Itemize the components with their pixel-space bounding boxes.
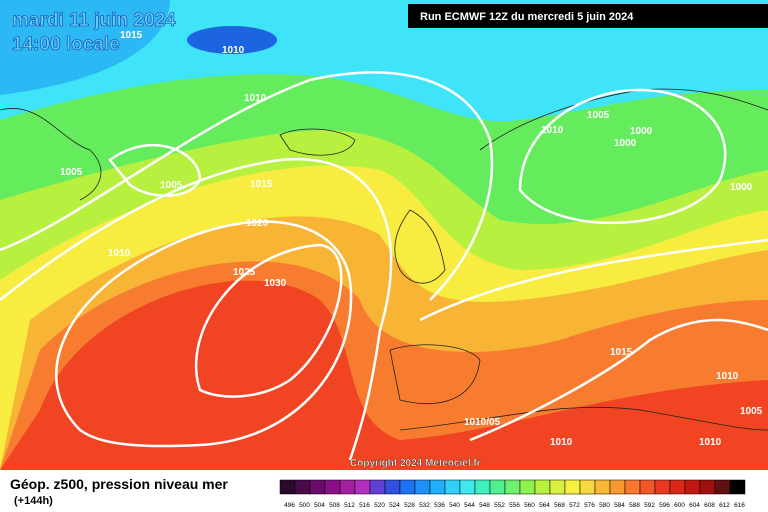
isobar-label: 1010	[541, 125, 564, 136]
isobar-label: 1020	[246, 218, 269, 229]
isobar-labels: 1015 1010 1010 1005 1005 1015 1020 1010 1025 1030…	[60, 30, 763, 448]
scale-label: 576	[584, 502, 595, 509]
scale-label: 544	[464, 502, 475, 509]
scale-label: 616	[734, 502, 745, 509]
scale-label: 588	[629, 502, 640, 509]
isobar-label: 1005	[60, 167, 83, 178]
scale-label: 560	[524, 502, 535, 509]
scale-label: 568	[554, 502, 565, 509]
lead-time: (+144h)	[14, 495, 53, 507]
color-scale: 496 500 504 508 512 516 520 524 528 532 536 540 544 5…	[279, 479, 746, 509]
scale-swatch	[579, 479, 596, 495]
isobar-label: 1030	[264, 278, 287, 289]
scale-label: 516	[359, 502, 370, 509]
scale-swatch	[354, 479, 371, 495]
scale-swatch	[624, 479, 641, 495]
scale-swatch	[384, 479, 401, 495]
scale-label: 532	[419, 502, 430, 509]
isobar-label: 1010	[550, 437, 573, 448]
isobar-label: 1005	[587, 110, 610, 121]
scale-label: 540	[449, 502, 460, 509]
forecast-time: 14:00 locale	[12, 34, 120, 55]
scale-swatch	[609, 479, 626, 495]
scale-label: 584	[614, 502, 625, 509]
isobar-label: 1010	[244, 93, 267, 104]
isobar-label: 1010	[716, 371, 739, 382]
scale-label: 524	[389, 502, 400, 509]
scale-label: 496	[284, 502, 295, 509]
isobar-label: 1015	[610, 347, 633, 358]
scale-label: 580	[599, 502, 610, 509]
isobar-label: 1000	[630, 126, 653, 137]
scale-swatch	[639, 479, 656, 495]
isobar-label: 1015	[250, 179, 273, 190]
isobar-label: 1000	[614, 138, 637, 149]
isobar-label: 1025	[233, 267, 256, 278]
scale-swatch	[459, 479, 476, 495]
scale-swatch	[729, 479, 746, 495]
scale-label: 548	[479, 502, 490, 509]
scale-label: 500	[299, 502, 310, 509]
scale-label: 612	[719, 502, 730, 509]
scale-label: 528	[404, 502, 415, 509]
scale-swatch	[654, 479, 671, 495]
scale-label: 592	[644, 502, 655, 509]
scale-label: 556	[509, 502, 520, 509]
run-box	[408, 4, 768, 28]
run-info: Run ECMWF 12Z du mercredi 5 juin 2024	[420, 11, 634, 23]
scale-label: 508	[329, 502, 340, 509]
scale-swatch	[399, 479, 416, 495]
scale-label: 608	[704, 502, 715, 509]
scale-label: 572	[569, 502, 580, 509]
scale-label: 536	[434, 502, 445, 509]
z500-field	[0, 0, 768, 470]
isobar-label: 1010	[108, 248, 131, 259]
scale-swatch	[489, 479, 506, 495]
scale-label: 564	[539, 502, 550, 509]
scale-swatch	[339, 479, 356, 495]
scale-swatch	[564, 479, 581, 495]
scale-label: 596	[659, 502, 670, 509]
scale-swatch	[279, 479, 296, 495]
scale-swatch	[669, 479, 686, 495]
scale-swatch	[474, 479, 491, 495]
scale-label: 520	[374, 502, 385, 509]
scale-swatch	[549, 479, 566, 495]
scale-swatch	[444, 479, 461, 495]
scale-swatch	[324, 479, 341, 495]
isobar-label: 1005	[740, 406, 763, 417]
scale-swatch	[594, 479, 611, 495]
scale-label: 600	[674, 502, 685, 509]
scale-swatch	[504, 479, 521, 495]
scale-label: 504	[314, 502, 325, 509]
map-title: Géop. z500, pression niveau mer	[10, 476, 228, 492]
isobar-label: 1010	[699, 437, 722, 448]
isobar-label: 1010/05	[464, 417, 501, 428]
forecast-date: mardi 11 juin 2024	[12, 10, 176, 31]
scale-swatch	[519, 479, 536, 495]
scale-swatch	[369, 479, 386, 495]
scale-swatch	[684, 479, 701, 495]
scale-label: 604	[689, 502, 700, 509]
scale-swatch	[309, 479, 326, 495]
scale-label: 552	[494, 502, 505, 509]
scale-swatch	[429, 479, 446, 495]
scale-swatch	[294, 479, 311, 495]
scale-swatch	[714, 479, 731, 495]
isobar-label: 1015	[120, 30, 143, 41]
isobar-label: 1000	[730, 182, 753, 193]
scale-label: 512	[344, 502, 355, 509]
isobar-label: 1010	[222, 45, 245, 56]
scale-swatch	[699, 479, 716, 495]
isobars	[0, 71, 768, 461]
scale-swatch	[414, 479, 431, 495]
isobar-label: 1005	[160, 180, 183, 191]
copyright: Copyright 2024 Meteociel.fr	[350, 458, 481, 469]
scale-swatch	[534, 479, 551, 495]
